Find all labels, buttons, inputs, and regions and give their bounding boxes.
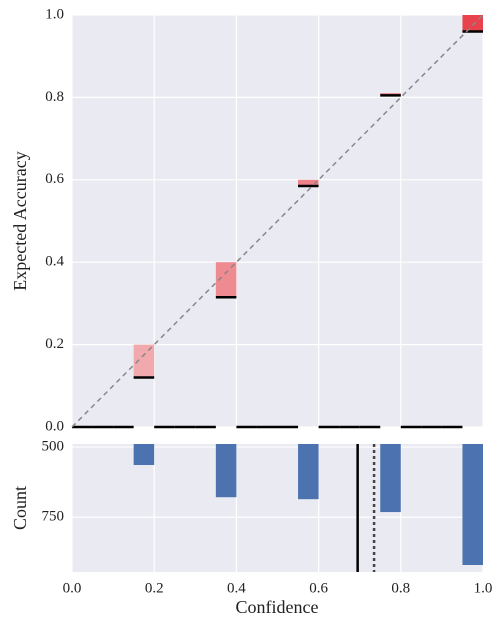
y-tick-label: 1.0 [45, 6, 64, 22]
count-bar [380, 444, 401, 513]
gap-bar [133, 344, 155, 378]
y-tick-label: 750 [42, 509, 65, 525]
x-tick-label: 0.6 [309, 580, 328, 596]
y-tick-label: 0.8 [45, 89, 64, 105]
gap-bar [298, 179, 319, 186]
x-tick-label: 0.8 [391, 580, 410, 596]
y-tick-label: 0.4 [45, 254, 64, 270]
y-tick-label: 0.6 [45, 171, 64, 187]
x-tick-label: 0.0 [63, 580, 82, 596]
y-tick-label: 500 [42, 439, 65, 455]
diagonal [71, 14, 484, 428]
x-tick-label: 0.4 [227, 580, 246, 596]
x-axis-label: Confidence [236, 597, 319, 617]
y-tick-label: 0.0 [45, 418, 64, 434]
y-axis-label: Count [10, 486, 30, 530]
y-axis-label: Expected Accuracy [10, 151, 30, 290]
count-bar [215, 444, 237, 498]
y-tick-label: 0.2 [45, 336, 64, 352]
x-tick-label: 0.2 [145, 580, 164, 596]
gap-bar [462, 15, 483, 32]
count-bar [298, 444, 319, 500]
count-bar [133, 444, 155, 466]
plot-area [72, 444, 483, 572]
gap-bar [215, 262, 237, 298]
count-bar [462, 444, 483, 565]
x-tick-label: 1.0 [474, 580, 493, 596]
